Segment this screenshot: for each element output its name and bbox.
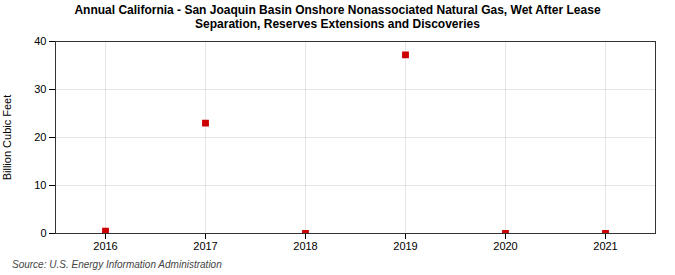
svg-text:2018: 2018 — [293, 240, 317, 252]
svg-text:40: 40 — [34, 35, 46, 47]
svg-text:0: 0 — [40, 227, 46, 239]
svg-text:20: 20 — [34, 131, 46, 143]
html-text:Annual California - San Joaqui: Annual California - San Joaquin Basin On… — [74, 3, 601, 31]
html-text:Source: U.S. Energy Informatio: Source: U.S. Energy Information Administ… — [12, 259, 222, 270]
svg-text:2021: 2021 — [593, 240, 617, 252]
svg-text:2019: 2019 — [393, 240, 417, 252]
svg-text:2020: 2020 — [493, 240, 517, 252]
svg-text:2016: 2016 — [93, 240, 117, 252]
svg-text:10: 10 — [34, 179, 46, 191]
svg-text:Billion Cubic Feet: Billion Cubic Feet — [1, 95, 13, 181]
svg-text:2017: 2017 — [193, 240, 217, 252]
svg-text:30: 30 — [34, 83, 46, 95]
